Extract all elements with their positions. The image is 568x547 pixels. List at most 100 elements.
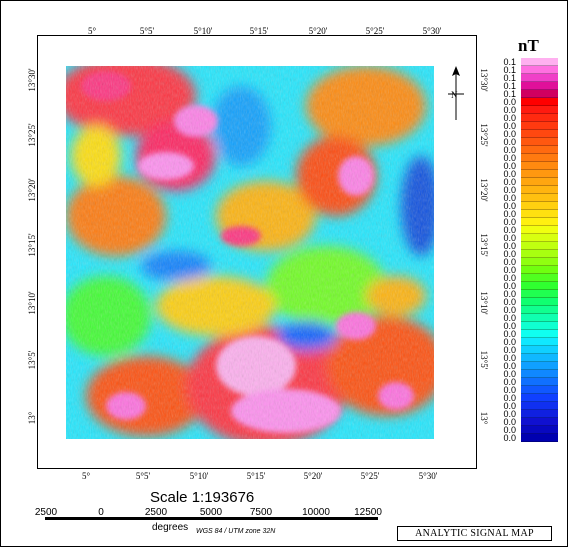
legend-row: 0.0 [503,434,558,443]
legend-row: 0.0 [503,274,558,283]
legend-swatch [521,394,558,402]
legend-label: 0.0 [503,105,516,115]
legend-swatch [521,306,558,314]
legend-row: 0.0 [503,418,558,427]
legend-swatch [521,130,558,138]
legend-label: 0.0 [503,137,516,147]
legend-row: 0.0 [503,218,558,227]
legend-label: 0.1 [503,89,516,99]
legend-row: 0.0 [503,194,558,203]
tick-bottom: 5°30' [418,471,438,481]
legend-label: 0.0 [503,401,516,411]
legend-label: 0.0 [503,385,516,395]
legend-row: 0.0 [503,186,558,195]
legend-row: 0.0 [503,138,558,147]
legend-label: 0.0 [503,249,516,259]
legend-label: 0.0 [503,369,516,379]
legend-label: 0.0 [503,241,516,251]
legend-swatch [521,346,558,354]
legend-label: 0.0 [503,345,516,355]
legend-swatch [521,234,558,242]
legend-row: 0.0 [503,154,558,163]
legend-label: 0.0 [503,169,516,179]
legend-swatch [521,210,558,218]
tick-bottom: 5° [81,471,91,481]
legend-swatch [521,370,558,378]
legend-label: 0.0 [503,145,516,155]
legend-row: 0.0 [503,178,558,187]
legend-swatch [521,266,558,274]
tick-left: 13°25' [27,123,37,147]
legend-label: 0.0 [503,297,516,307]
legend-label: 0.0 [503,417,516,427]
legend-swatch [521,282,558,290]
legend-label: 0.0 [503,201,516,211]
scale-num: 7500 [249,507,273,518]
scale-num: 0 [98,507,104,518]
legend-row: 0.0 [503,210,558,219]
tick-left: 13°20' [27,178,37,202]
tick-bottom: 5°20' [303,471,323,481]
legend-swatch [521,114,558,122]
legend-swatch [521,162,558,170]
legend-label: 0.0 [503,185,516,195]
legend-row: 0.0 [503,162,558,171]
legend-label: 0.0 [503,433,516,443]
legend-swatch [521,402,558,410]
legend-row: 0.0 [503,226,558,235]
legend-row: 0.0 [503,122,558,131]
legend-label: 0.0 [503,161,516,171]
tick-bottom: 5°5' [135,471,151,481]
scale-text: Scale 1:193676 [150,489,255,506]
legend-row: 0.0 [503,362,558,371]
tick-top: 5°25' [365,26,385,36]
legend-row: 0.0 [503,146,558,155]
legend-label: 0.1 [503,73,516,83]
legend-swatch [521,378,558,386]
legend-swatch [521,330,558,338]
legend-swatch [521,194,558,202]
legend-row: 0.0 [503,234,558,243]
legend-row: 0.0 [503,354,558,363]
legend-unit: nT [518,36,539,55]
legend-label: 0.0 [503,129,516,139]
legend-row: 0.1 [503,66,558,75]
legend-label: 0.0 [503,361,516,371]
legend-swatch [521,122,558,130]
tick-left: 13°5' [27,350,37,370]
legend-label: 0.0 [503,289,516,299]
legend-swatch [521,186,558,194]
tick-top: 5°30' [422,26,442,36]
legend-label: 0.0 [503,209,516,219]
color-legend: 0.1 0.1 0.1 0.1 0.1 0.0 0.0 0.0 0.0 0.0 0.0 0.0 0.0 0… [503,58,558,443]
legend-row: 0.0 [503,322,558,331]
legend-label: 0.0 [503,217,516,227]
legend-label: 0.0 [503,321,516,331]
legend-swatch [521,138,558,146]
legend-label: 0.0 [503,265,516,275]
legend-swatch [521,298,558,306]
tick-bottom: 5°15' [246,471,266,481]
legend-row: 0.0 [503,370,558,379]
map-title: ANALYTIC SIGNAL MAP [397,526,552,541]
legend-label: 0.0 [503,193,516,203]
tick-right: 13° [479,411,489,425]
projection-label: WGS 84 / UTM zone 32N [196,528,276,535]
scale-bar [45,517,378,520]
legend-row: 0.0 [503,290,558,299]
legend-label: 0.0 [503,305,516,315]
legend-label: 0.1 [503,81,516,91]
legend-row: 0.0 [503,98,558,107]
legend-label: 0.0 [503,353,516,363]
legend-row: 0.0 [503,266,558,275]
legend-swatch [521,426,558,434]
legend-swatch [521,322,558,330]
legend-label: 0.0 [503,273,516,283]
legend-row: 0.0 [503,114,558,123]
legend-swatch [521,274,558,282]
legend-label: 0.0 [503,425,516,435]
legend-swatch [521,290,558,298]
tick-right: 13°20' [479,178,489,202]
legend-row: 0.0 [503,106,558,115]
legend-swatch [521,154,558,162]
